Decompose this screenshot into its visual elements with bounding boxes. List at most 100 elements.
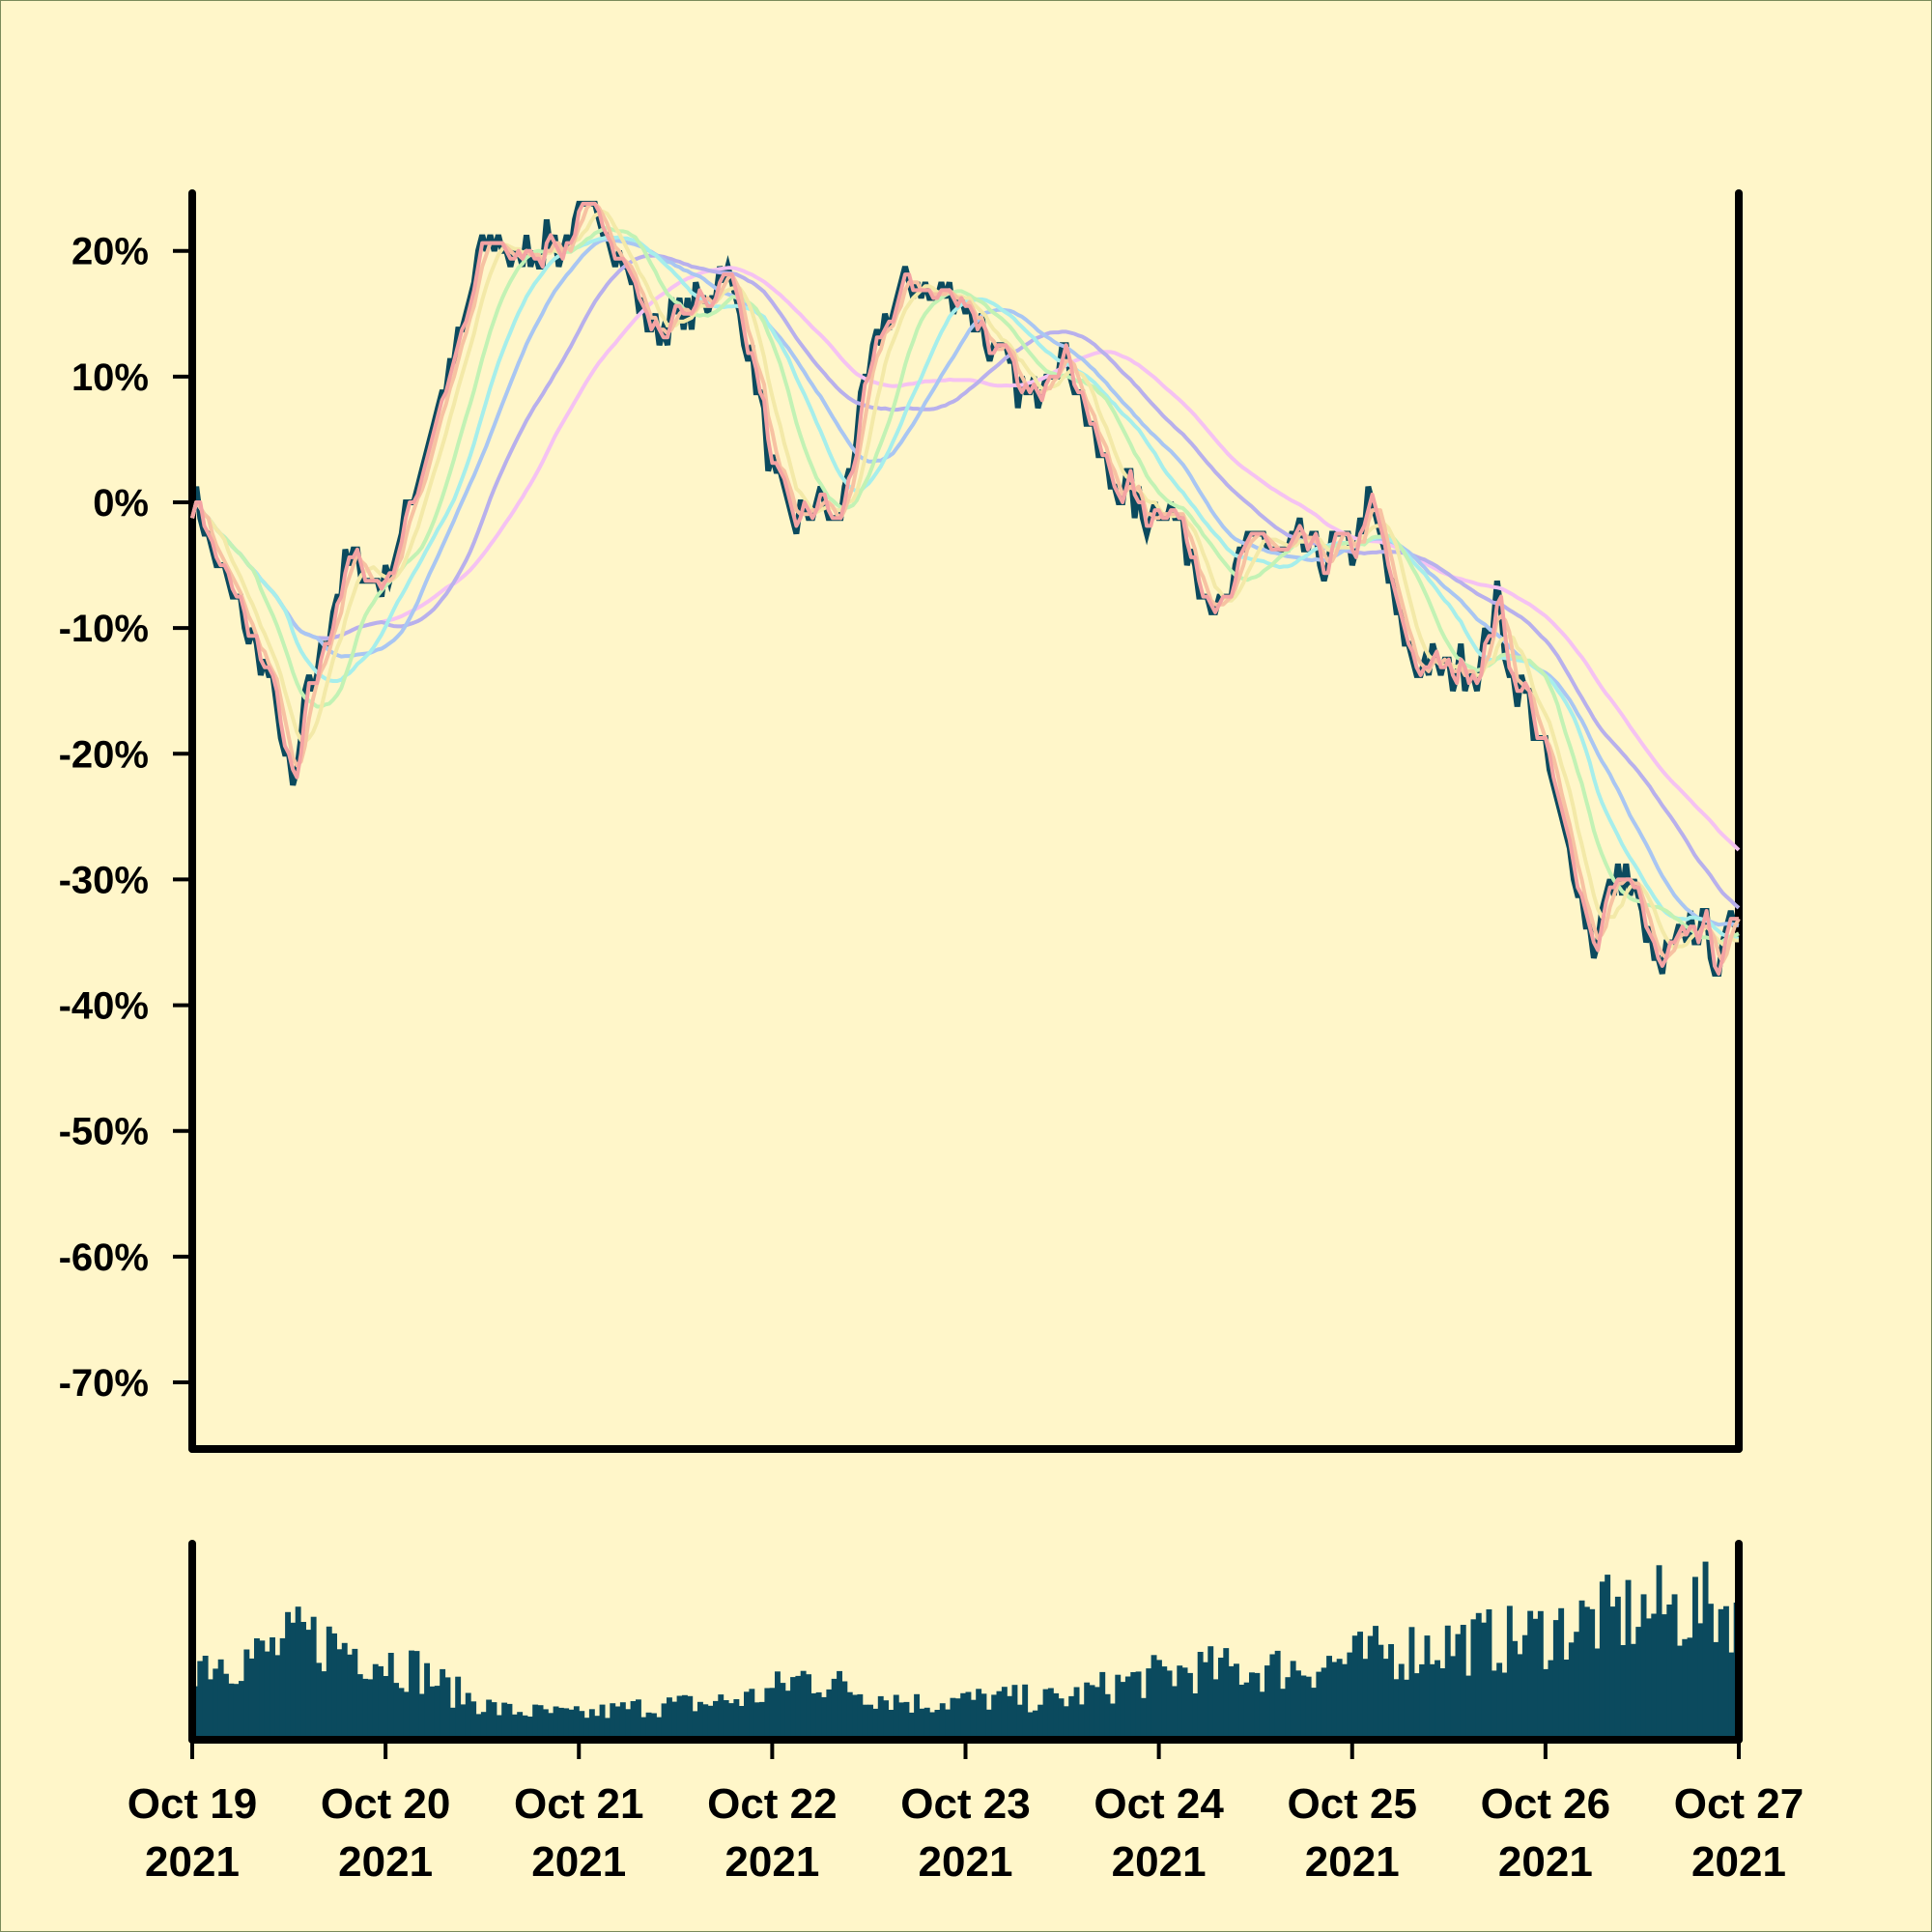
volume-bar bbox=[460, 1704, 467, 1740]
volume-bar bbox=[300, 1622, 306, 1740]
volume-bar bbox=[579, 1711, 585, 1740]
volume-bar bbox=[1408, 1627, 1415, 1740]
volume-bar bbox=[1124, 1676, 1131, 1740]
volume-bar bbox=[1671, 1594, 1678, 1740]
volume-bar bbox=[1656, 1565, 1662, 1740]
volume-bar bbox=[723, 1700, 729, 1740]
volume-bar bbox=[362, 1678, 368, 1740]
volume-bar bbox=[548, 1713, 554, 1740]
volume-bar bbox=[563, 1708, 570, 1740]
volume-bar bbox=[1218, 1658, 1224, 1740]
volume-bar bbox=[1311, 1688, 1317, 1740]
volume-bar bbox=[1146, 1668, 1152, 1740]
volume-bar bbox=[867, 1704, 873, 1740]
x-axis-ticks: Oct 19 2021 Oct 20 2021 Oct 21 2021 Oct 22 2021… bbox=[128, 1740, 1804, 1886]
moving-average-line-48 bbox=[190, 253, 1741, 910]
volume-bar bbox=[568, 1709, 575, 1740]
volume-bar bbox=[795, 1675, 802, 1740]
volume-bar bbox=[1460, 1625, 1466, 1740]
volume-bar bbox=[1120, 1682, 1126, 1740]
volume-bar bbox=[197, 1661, 204, 1740]
x-tick-label-date: Oct 21 bbox=[514, 1780, 644, 1828]
volume-bar bbox=[243, 1649, 250, 1740]
volume-bar bbox=[960, 1692, 967, 1740]
volume-bar bbox=[661, 1703, 668, 1740]
volume-bar bbox=[1109, 1703, 1116, 1740]
volume-bar bbox=[837, 1670, 842, 1740]
x-tick-label-date: Oct 25 bbox=[1287, 1780, 1417, 1828]
volume-bar bbox=[383, 1676, 389, 1740]
volume-bar bbox=[852, 1694, 858, 1740]
x-tick-label-year: 2021 bbox=[338, 1838, 433, 1886]
volume-bar bbox=[1677, 1645, 1683, 1740]
volume-bar bbox=[1635, 1627, 1642, 1740]
volume-bar bbox=[1552, 1620, 1559, 1740]
volume-bar bbox=[790, 1677, 796, 1740]
x-tick-label-date: Oct 24 bbox=[1094, 1780, 1224, 1828]
volume-bar bbox=[1527, 1610, 1534, 1740]
volume-bar bbox=[285, 1611, 291, 1740]
volume-bar bbox=[393, 1683, 399, 1740]
volume-bar bbox=[919, 1708, 925, 1740]
volume-bar bbox=[1269, 1654, 1276, 1740]
volume-bar bbox=[1568, 1642, 1575, 1740]
volume-bar bbox=[991, 1694, 998, 1740]
x-tick-label-year: 2021 bbox=[1498, 1838, 1593, 1886]
volume-bar bbox=[1208, 1646, 1214, 1740]
volume-bar bbox=[1682, 1638, 1689, 1740]
volume-bar bbox=[202, 1656, 209, 1740]
price-line bbox=[189, 200, 1742, 977]
volume-bar bbox=[810, 1692, 817, 1740]
volume-bar bbox=[573, 1706, 580, 1740]
volume-bar bbox=[465, 1692, 471, 1740]
volume-bar bbox=[1177, 1665, 1183, 1740]
volume-bar bbox=[1702, 1561, 1709, 1740]
volume-bar bbox=[1543, 1668, 1549, 1740]
volume-bar bbox=[1336, 1659, 1343, 1740]
volume-bar bbox=[800, 1670, 807, 1740]
volume-bar bbox=[387, 1653, 394, 1740]
volume-bar bbox=[671, 1701, 678, 1740]
volume-bar bbox=[1151, 1655, 1157, 1740]
volume-bar bbox=[1027, 1712, 1034, 1740]
volume-bar bbox=[336, 1649, 343, 1740]
volume-bar bbox=[1692, 1577, 1698, 1740]
volume-bar bbox=[331, 1633, 337, 1740]
volume-bar bbox=[923, 1707, 930, 1740]
volume-bar bbox=[1609, 1606, 1616, 1740]
volume-bar bbox=[1718, 1608, 1724, 1740]
volume-bar bbox=[1321, 1667, 1327, 1740]
volume-bar bbox=[1563, 1660, 1570, 1740]
volume-bar bbox=[511, 1714, 518, 1740]
volume-bar bbox=[1429, 1663, 1435, 1740]
volume-bar bbox=[270, 1637, 275, 1740]
volume-bar bbox=[1053, 1692, 1060, 1740]
volume-bar bbox=[290, 1622, 297, 1740]
volume-bar bbox=[233, 1684, 240, 1740]
volume-bar bbox=[1574, 1632, 1580, 1740]
volume-bar bbox=[749, 1689, 755, 1740]
volume-bar bbox=[1496, 1662, 1503, 1740]
volume-bar bbox=[326, 1626, 332, 1740]
volume-bar bbox=[970, 1699, 977, 1740]
volume-bar bbox=[604, 1718, 611, 1740]
volume-bar bbox=[1481, 1622, 1488, 1740]
volume-bar bbox=[1078, 1704, 1085, 1740]
volume-bar bbox=[470, 1701, 477, 1740]
volume-bar bbox=[1166, 1670, 1173, 1740]
volume-bar bbox=[1521, 1634, 1528, 1740]
volume-bar bbox=[888, 1710, 895, 1740]
volume-bar bbox=[872, 1708, 879, 1740]
volume-bar bbox=[846, 1691, 853, 1740]
volume-bar bbox=[769, 1688, 776, 1740]
volume-bar bbox=[1435, 1660, 1440, 1740]
volume-bar bbox=[1181, 1667, 1188, 1740]
y-tick-label: -60% bbox=[59, 1236, 149, 1279]
volume-bar bbox=[1140, 1697, 1147, 1740]
volume-bar bbox=[1470, 1619, 1477, 1740]
volume-bar bbox=[378, 1665, 384, 1740]
volume-bar bbox=[1373, 1626, 1378, 1740]
volume-bar bbox=[1594, 1648, 1601, 1740]
volume-bar bbox=[496, 1715, 502, 1740]
volume-bar bbox=[599, 1704, 606, 1740]
